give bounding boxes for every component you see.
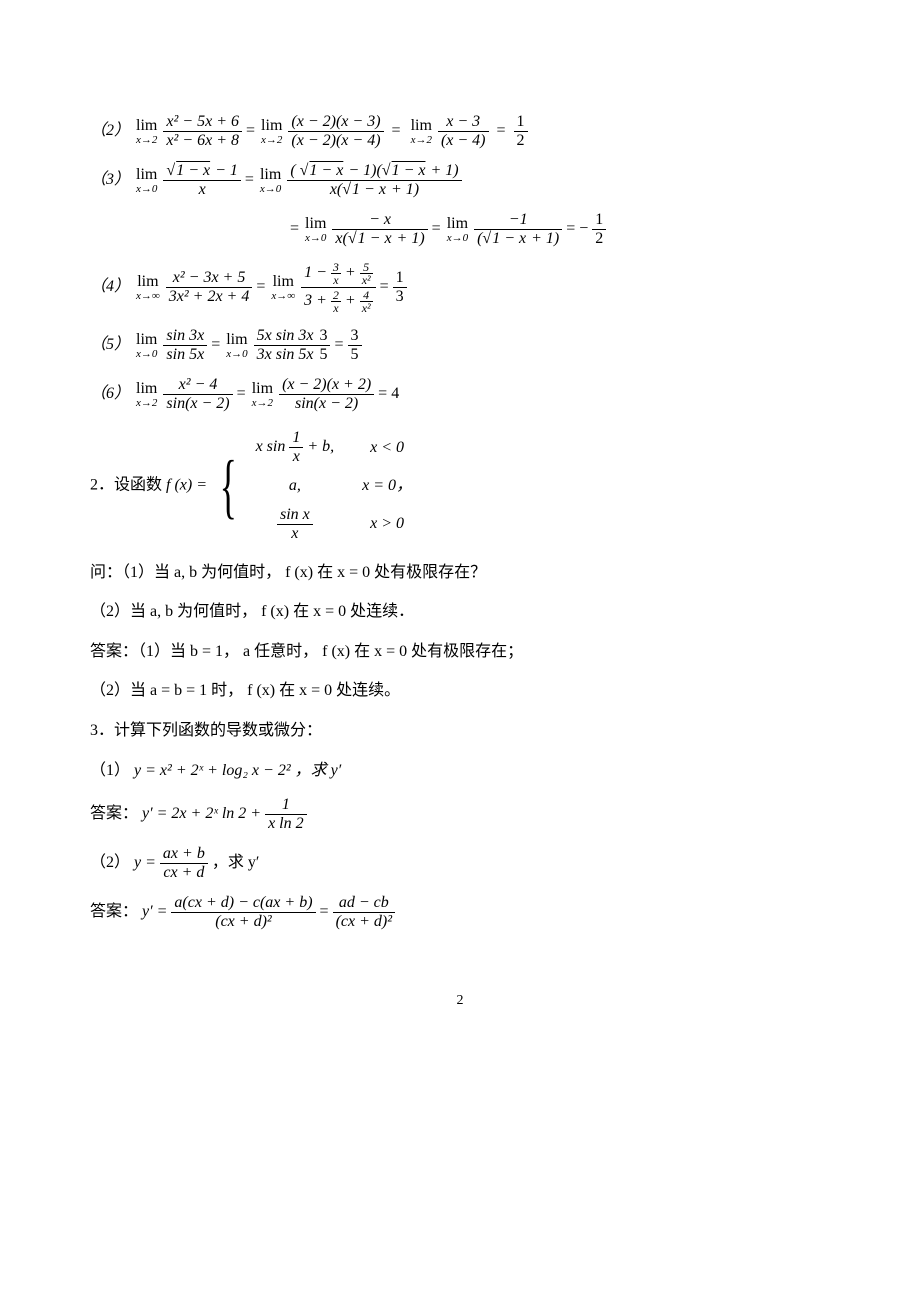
limit-op: lim x→0 xyxy=(226,332,247,360)
piecewise-cases: x sin 1x + b, x < 0 a, x = 0， sin xx x >… xyxy=(242,426,427,546)
question-3-1: （1） y = x² + 2ˣ + log₂ x − 2² ，求 y′ xyxy=(90,758,830,784)
fraction: 1 − 3x + 5x² 3 + 2x + 4x² xyxy=(301,261,376,314)
label: （4） xyxy=(90,278,130,295)
limit-op: lim x→∞ xyxy=(136,274,160,302)
page-number: 2 xyxy=(90,990,830,1012)
fraction: ax + b cx + d xyxy=(160,846,208,881)
fraction: x² − 5x + 6 x² − 6x + 8 xyxy=(163,114,242,149)
equals: = xyxy=(320,903,333,920)
question-3-2: （2） y = ax + b cx + d ，求 y′ xyxy=(90,846,830,881)
limit-op: lim x→∞ xyxy=(271,274,295,302)
fraction: ( √1 − x − 1)(√1 − x + 1) x(√1 − x + 1) xyxy=(287,163,461,198)
fraction: ad − cb (cx + d)² xyxy=(333,895,395,930)
limit-op: lim x→2 xyxy=(261,118,282,146)
fraction: −1 (√1 − x + 1) xyxy=(474,212,562,247)
question-2-ans1: 答案：（1）当 b = 1， a 任意时， f (x) 在 x = 0 处有极限… xyxy=(90,639,830,665)
label: （3） xyxy=(90,171,130,188)
fraction: (x − 2)(x + 2) sin(x − 2) xyxy=(279,377,374,412)
problem-3: （3） lim x→0 √1 − x − 1 x = lim x→0 ( √1 … xyxy=(90,163,830,198)
question-3-label: 3．计算下列函数的导数或微分： xyxy=(90,718,830,744)
fraction: − x x(√1 − x + 1) xyxy=(332,212,427,247)
limit-op: lim x→0 xyxy=(260,167,281,195)
fraction: √1 − x − 1 x xyxy=(163,163,240,198)
equals: = xyxy=(432,220,441,237)
equals: = xyxy=(290,220,299,237)
fraction: 5x sin 3x 3x sin 5x xyxy=(254,328,317,363)
label: （2） xyxy=(90,122,130,139)
fraction: sin 3x sin 5x xyxy=(163,328,207,363)
limit-op: lim x→0 xyxy=(447,216,468,244)
problem-5: （5） lim x→0 sin 3x sin 5x = lim x→0 5x s… xyxy=(90,328,830,363)
limit-op: lim x→2 xyxy=(136,381,157,409)
fraction: 3 5 xyxy=(348,328,362,363)
question-2-ask1: 问：（1）当 a, b 为何值时， f (x) 在 x = 0 处有极限存在？ xyxy=(90,560,830,586)
fraction: (x − 2)(x − 3) (x − 2)(x − 4) xyxy=(288,114,383,149)
fraction: x − 3 (x − 4) xyxy=(438,114,489,149)
equals: = xyxy=(237,385,246,402)
equals: = xyxy=(211,336,220,353)
equals: = xyxy=(497,122,506,139)
fraction: x² − 4 sin(x − 2) xyxy=(163,377,232,412)
problem-6: （6） lim x→2 x² − 4 sin(x − 2) = lim x→2 … xyxy=(90,377,830,412)
equals: = xyxy=(392,122,401,139)
answer-label: 答案： xyxy=(90,805,138,822)
equals: = 4 xyxy=(378,385,399,402)
equals: = xyxy=(256,278,265,295)
equals: = − xyxy=(566,220,588,237)
fraction: 3 5 xyxy=(316,328,330,363)
limit-op: lim x→2 xyxy=(136,118,157,146)
expression: y = x² + 2ˣ + log₂ x − 2² ，求 y′ xyxy=(134,762,341,779)
brace-icon: { xyxy=(220,450,237,522)
fraction: 1 2 xyxy=(514,114,528,149)
problem-3-line2: = lim x→0 − x x(√1 − x + 1) = lim x→0 −1… xyxy=(90,212,830,247)
question-3-2-answer: 答案： y′ = a(cx + d) − c(ax + b) (cx + d)²… xyxy=(90,895,830,930)
equals: = xyxy=(245,171,254,188)
limit-op: lim x→0 xyxy=(305,216,326,244)
answer-label: 答案： xyxy=(90,903,138,920)
fraction: 1 2 xyxy=(592,212,606,247)
equals: = xyxy=(380,278,393,295)
label: （6） xyxy=(90,385,130,402)
fraction: 1 3 xyxy=(393,270,407,305)
question-2-ans2: （2）当 a = b = 1 时， f (x) 在 x = 0 处连续。 xyxy=(90,678,830,704)
sublabel: （2） xyxy=(90,854,130,871)
fx: f (x) = xyxy=(166,476,211,493)
limit-op: lim x→0 xyxy=(136,332,157,360)
problem-4: （4） lim x→∞ x² − 3x + 5 3x² + 2x + 4 = l… xyxy=(90,261,830,314)
sublabel: （1） xyxy=(90,762,130,779)
fraction: 1 x ln 2 xyxy=(265,797,307,832)
fraction: a(cx + d) − c(ax + b) (cx + d)² xyxy=(171,895,315,930)
equals: = xyxy=(334,336,343,353)
label: （5） xyxy=(90,336,130,353)
question-3-1-answer: 答案： y′ = 2x + 2ˣ ln 2 + 1 x ln 2 xyxy=(90,797,830,832)
limit-op: lim x→2 xyxy=(411,118,432,146)
question-2-ask2: （2）当 a, b 为何值时， f (x) 在 x = 0 处连续． xyxy=(90,599,830,625)
label: 2．设函数 xyxy=(90,476,166,493)
question-2: 2．设函数 f (x) = { x sin 1x + b, x < 0 a, x… xyxy=(90,426,830,546)
problem-2: （2） lim x→2 x² − 5x + 6 x² − 6x + 8 = li… xyxy=(90,114,830,149)
limit-op: lim x→2 xyxy=(252,381,273,409)
fraction: x² − 3x + 5 3x² + 2x + 4 xyxy=(166,270,253,305)
limit-op: lim x→0 xyxy=(136,167,157,195)
equals: = xyxy=(246,122,255,139)
